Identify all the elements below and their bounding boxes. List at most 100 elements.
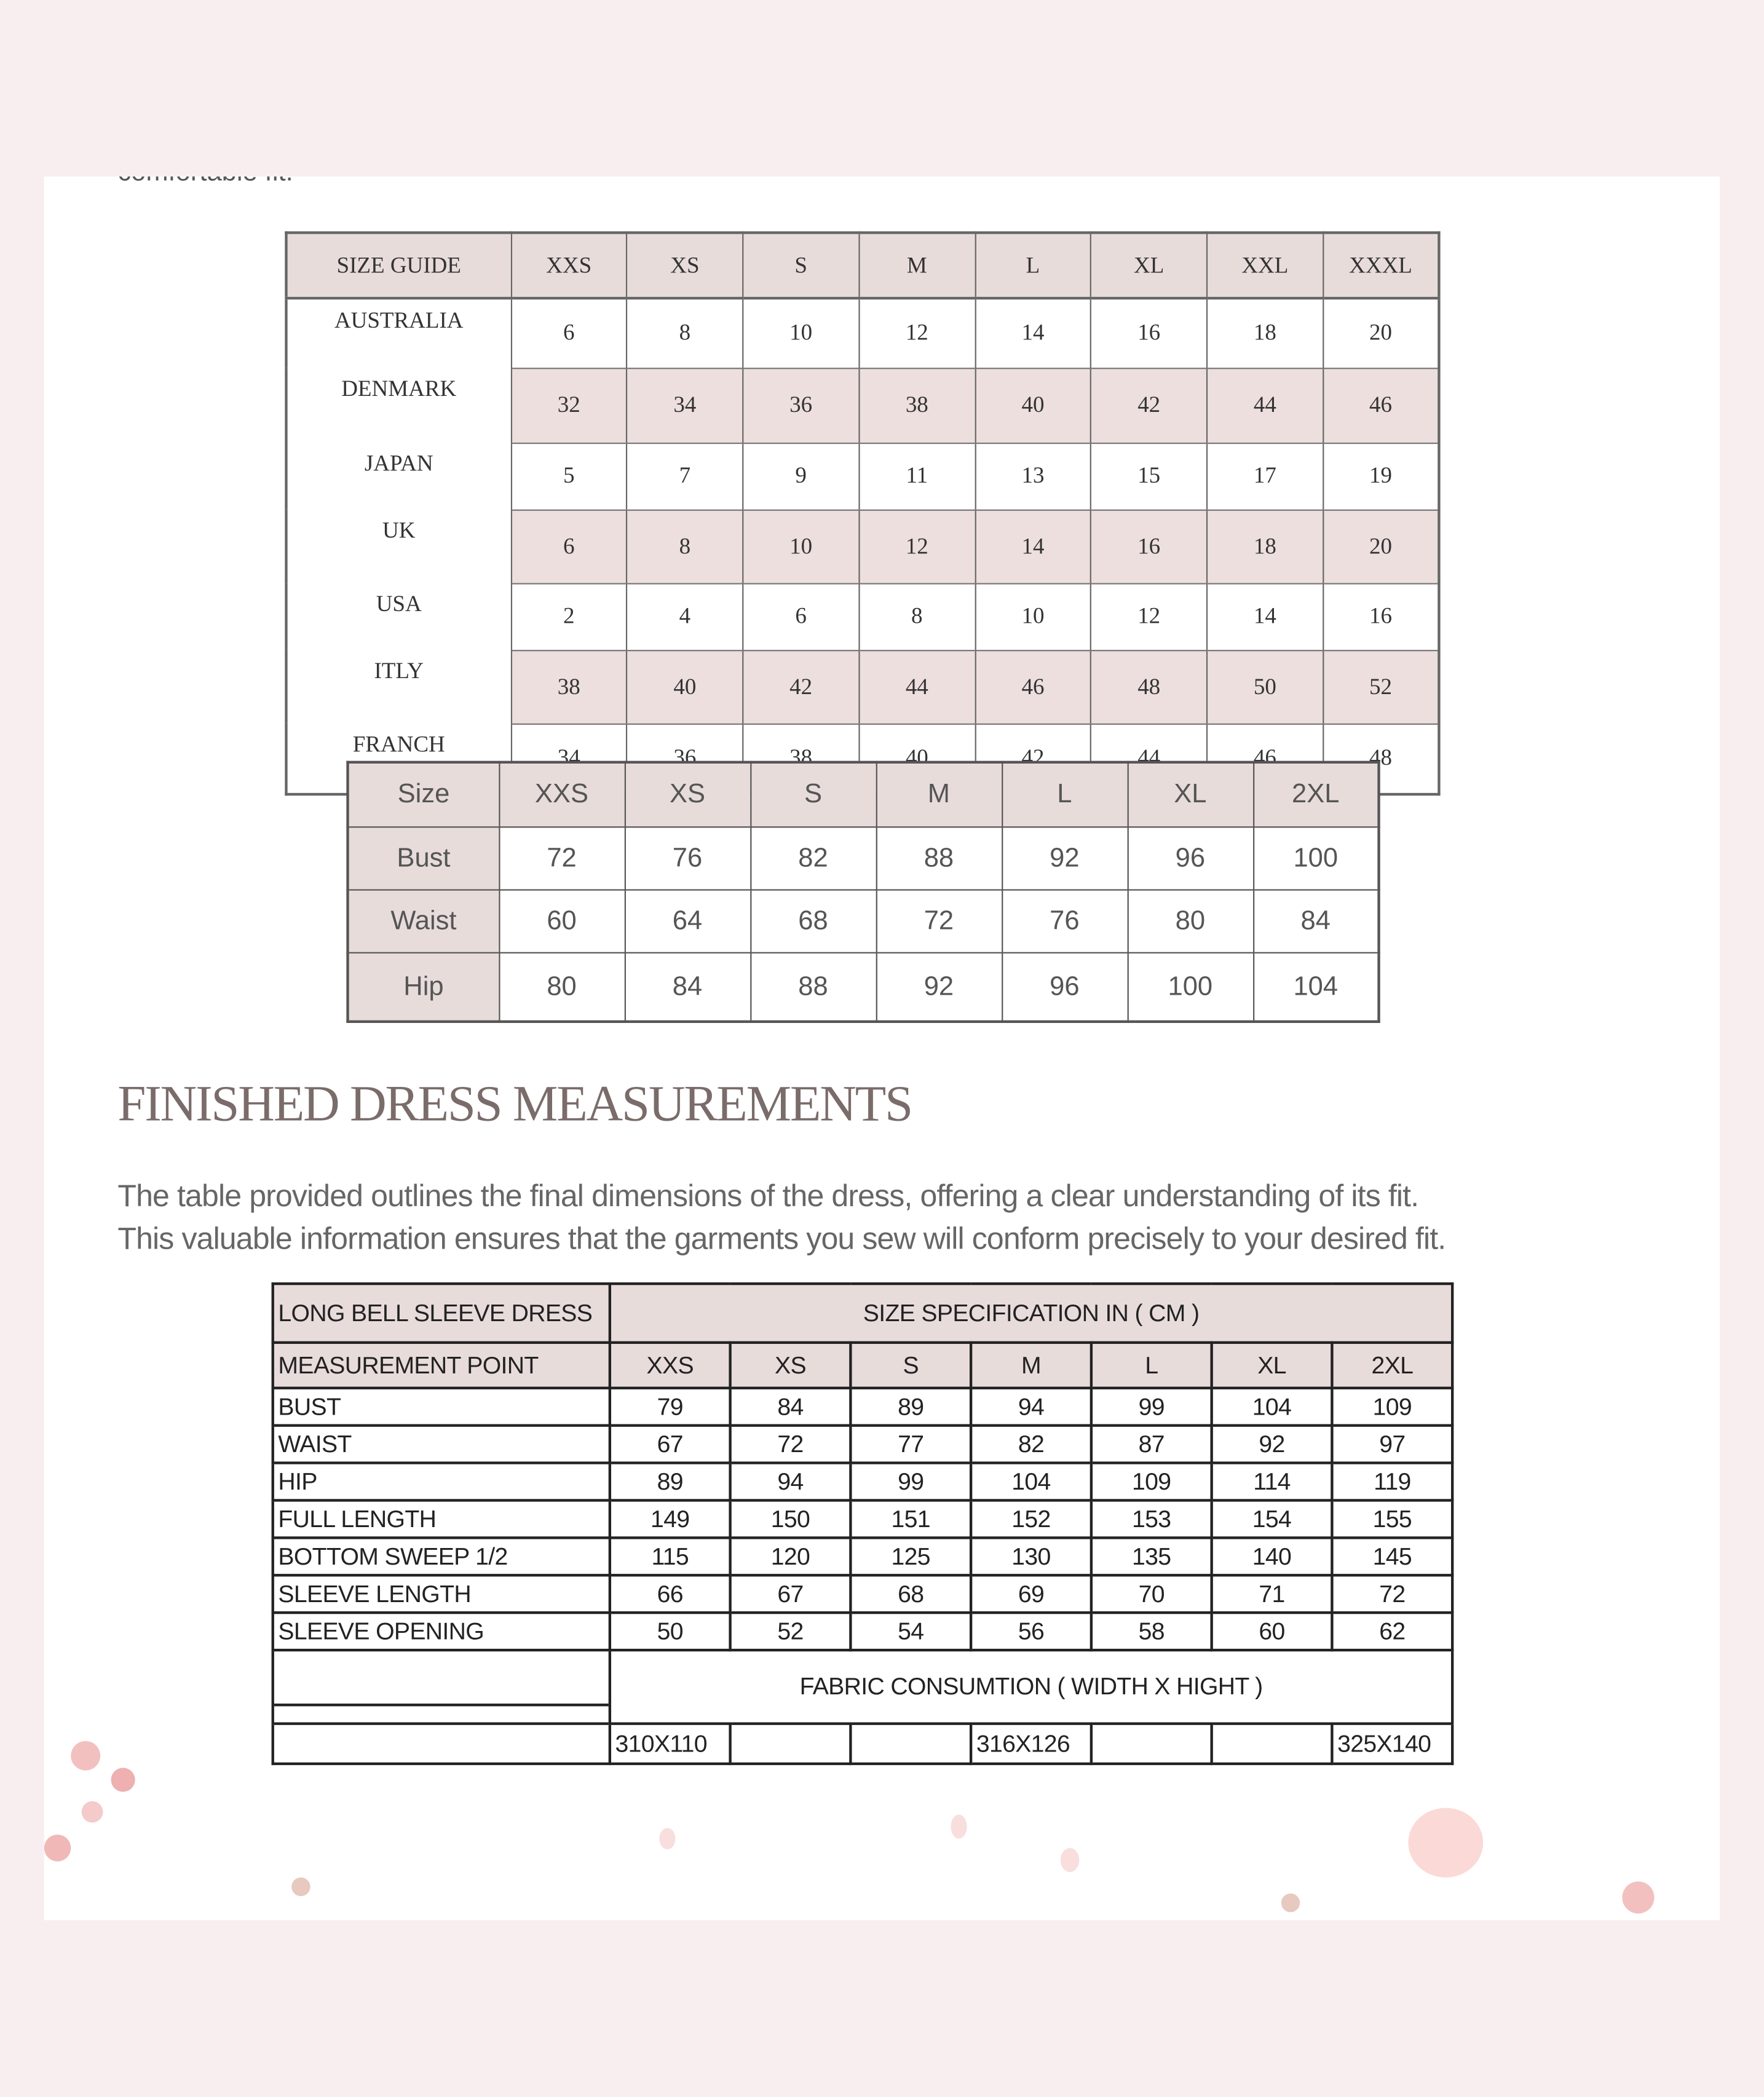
table-cell: 96 (1001, 952, 1128, 1022)
table-cell: 92 (1210, 1424, 1334, 1464)
table-cell: 84 (1252, 889, 1380, 954)
table-cell: 153 (1090, 1499, 1213, 1539)
table-cell: 82 (750, 826, 877, 891)
table-cell: 149 (608, 1499, 732, 1539)
table-cell: 12 (858, 508, 976, 584)
table-cell: 46 (974, 649, 1092, 724)
table-cell: 50 (1206, 649, 1324, 724)
table-cell: 72 (875, 889, 1003, 954)
table-cell: 6 (510, 508, 628, 584)
table-row: SLEEVE LENGTH 66 67 68 69 70 71 72 (271, 1574, 1454, 1614)
table-cell: 4 (626, 582, 744, 651)
table-cell: 66 (608, 1574, 732, 1614)
table-cell: 120 (729, 1536, 852, 1577)
header-row: Size XXS XS S M L XL 2XL (347, 761, 1380, 828)
column-header: M (969, 1341, 1093, 1389)
column-header: MEASUREMENT POINT (271, 1341, 612, 1389)
table-cell: 14 (974, 297, 1092, 369)
column-header: XXS (608, 1341, 732, 1389)
row-label: SLEEVE OPENING (271, 1611, 612, 1652)
table-cell: 115 (608, 1536, 732, 1577)
spec-title: SIZE SPECIFICATION IN ( CM ) (608, 1282, 1454, 1344)
row-label: SLEEVE LENGTH (271, 1574, 612, 1614)
table-cell: 6 (510, 297, 628, 369)
table-cell: 154 (1210, 1499, 1334, 1539)
column-header: L (974, 232, 1092, 300)
row-label: BOTTOM SWEEP 1/2 (271, 1536, 612, 1577)
table-cell: 145 (1331, 1536, 1454, 1577)
fabric-value (1090, 1722, 1213, 1766)
table-cell: 10 (742, 297, 860, 369)
description-line: The table provided outlines the final di… (117, 1178, 1419, 1213)
column-header: SIZE GUIDE (285, 232, 512, 300)
description-line: This valuable information ensures that t… (117, 1220, 1446, 1256)
table-row: BOTTOM SWEEP 1/2 115 120 125 130 135 140 145 (271, 1536, 1454, 1577)
table-cell: 68 (750, 889, 877, 954)
table-cell: 92 (875, 952, 1003, 1022)
table-cell: 70 (1090, 1574, 1213, 1614)
table-cell: 11 (858, 441, 976, 510)
table-cell: 79 (608, 1386, 732, 1427)
table-cell: 87 (1090, 1424, 1213, 1464)
column-header: M (875, 761, 1003, 828)
table-cell: 80 (498, 952, 625, 1022)
table-cell: 104 (1210, 1386, 1334, 1427)
document-card: comfortable fit. SIZE GUIDEXXSXSSMLXLXXL… (44, 176, 1720, 1921)
fabric-value (849, 1722, 973, 1766)
empty-cell (271, 1722, 612, 1766)
fabric-value: 325X140 (1331, 1722, 1454, 1766)
table-cell: 16 (1090, 297, 1208, 369)
row-label: Bust (347, 826, 500, 891)
row-label: HIP (271, 1461, 612, 1502)
table-row: BUST 79 84 89 94 99 104 109 (271, 1386, 1454, 1427)
table-cell: 32 (510, 367, 628, 444)
table-cell: 44 (858, 649, 976, 724)
column-header: XXXL (1322, 232, 1440, 300)
table-cell: 104 (1252, 952, 1380, 1022)
header-row: SIZE GUIDE XXS XS S M L XL XXL XXXL (285, 232, 1440, 300)
header-row: MEASUREMENT POINT XXS XS S M L XL 2XL (271, 1341, 1454, 1389)
title-row: LONG BELL SLEEVE DRESS SIZE SPECIFICATION… (271, 1282, 1454, 1344)
intro-fragment: comfortable fit. (117, 176, 293, 189)
table-cell: 14 (1206, 582, 1324, 651)
table-cell: 12 (1090, 582, 1208, 651)
table-cell: 62 (1331, 1611, 1454, 1652)
table-cell: 92 (1001, 826, 1128, 891)
table-row: JAPAN 5 7 9 11 13 15 17 19 (285, 441, 1440, 510)
product-name: LONG BELL SLEEVE DRESS (271, 1282, 612, 1344)
row-label: BUST (271, 1386, 612, 1427)
fabric-value (1210, 1722, 1334, 1766)
column-header: XXS (498, 761, 625, 828)
table-cell: 19 (1322, 441, 1440, 510)
table-cell: 10 (742, 508, 860, 584)
table-cell: 135 (1090, 1536, 1213, 1577)
empty-cell (271, 1648, 612, 1724)
table-cell: 97 (1331, 1424, 1454, 1464)
table-cell: 100 (1252, 826, 1380, 891)
table-cell: 77 (849, 1424, 973, 1464)
table-cell: 100 (1126, 952, 1254, 1022)
table-cell: 72 (498, 826, 625, 891)
table-cell: 18 (1206, 508, 1324, 584)
table-cell: 72 (729, 1424, 852, 1464)
column-header: M (858, 232, 976, 300)
table-cell: 42 (742, 649, 860, 724)
table-cell: 67 (729, 1574, 852, 1614)
column-header: XL (1126, 761, 1254, 828)
table-cell: 38 (510, 649, 628, 724)
table-cell: 94 (729, 1461, 852, 1502)
body-size-table: Size XXS XS S M L XL 2XL Bust 72 76 82 88 92 96 100 Wais… (346, 760, 1380, 1023)
row-label: JAPAN (285, 442, 512, 510)
column-header: L (1090, 1341, 1213, 1389)
table-cell: 12 (858, 297, 976, 369)
column-header: L (1001, 761, 1128, 828)
table-cell: 155 (1331, 1499, 1454, 1539)
table-cell: 96 (1126, 826, 1254, 891)
table-cell: 94 (969, 1386, 1093, 1427)
row-label: AUSTRALIA (285, 298, 512, 368)
table-cell: 130 (969, 1536, 1093, 1577)
table-cell: 42 (1090, 367, 1208, 444)
table-cell: 14 (974, 508, 1092, 584)
description: The table provided outlines the final di… (117, 1174, 1446, 1260)
